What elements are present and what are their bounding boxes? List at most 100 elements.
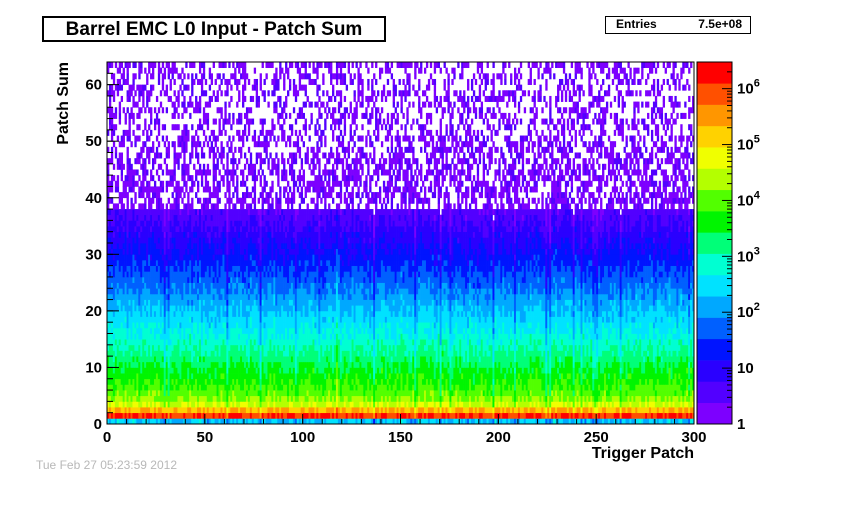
heatmap-cell (398, 418, 401, 425)
heatmap-cell (197, 350, 200, 357)
heatmap-cell (558, 395, 562, 402)
heatmap-cell (177, 412, 180, 419)
heatmap-cell (684, 407, 687, 414)
heatmap-cell (645, 361, 648, 368)
heatmap-cell (337, 361, 341, 368)
heatmap-cell (631, 361, 634, 368)
heatmap-cell (193, 350, 196, 357)
heatmap-cell (470, 390, 474, 397)
heatmap-cell (574, 367, 577, 374)
heatmap-cell (676, 407, 679, 414)
heatmap-cell (603, 401, 607, 408)
heatmap-cell (508, 384, 511, 391)
heatmap-cell (535, 361, 538, 368)
heatmap-cell (506, 361, 509, 368)
heatmap-cell (482, 390, 485, 397)
heatmap-cell (388, 361, 392, 368)
heatmap-cell (500, 350, 503, 357)
heatmap-cell (517, 418, 521, 425)
heatmap-cell (222, 356, 225, 363)
heatmap-cell (484, 418, 487, 425)
heatmap-cell (635, 401, 638, 408)
heatmap-cell (290, 350, 294, 357)
heatmap-cell (181, 373, 184, 380)
heatmap-cell (400, 412, 403, 419)
heatmap-cell (369, 384, 372, 391)
heatmap-cell (187, 356, 190, 363)
heatmap-cell (427, 384, 431, 391)
heatmap-cell (116, 361, 120, 368)
heatmap-cell (449, 350, 452, 357)
heatmap-cell (506, 384, 509, 391)
heatmap-cell (230, 356, 233, 363)
heatmap-cell (517, 356, 521, 363)
heatmap-cell (378, 412, 382, 419)
heatmap-cell (437, 407, 440, 414)
heatmap-cell (238, 356, 241, 363)
heatmap-cell (341, 350, 345, 357)
heatmap-cell (564, 367, 568, 374)
heatmap-cell (592, 373, 595, 380)
heatmap-cell (142, 350, 145, 357)
heatmap-cell (114, 378, 118, 385)
heatmap-cell (643, 390, 646, 397)
heatmap-cell (195, 418, 198, 425)
heatmap-cell (363, 350, 366, 357)
heatmap-cell (541, 407, 544, 414)
heatmap-cell (144, 412, 147, 419)
heatmap-cell (138, 395, 141, 402)
heatmap-cell (649, 418, 652, 425)
heatmap-cell (249, 407, 253, 414)
heatmap-cell (122, 356, 125, 363)
heatmap-cell (214, 407, 217, 414)
heatmap-cell (506, 356, 509, 363)
heatmap-cell (557, 367, 560, 374)
heatmap-cell (537, 373, 540, 380)
heatmap-cell (641, 356, 644, 363)
heatmap-cell (500, 367, 503, 374)
heatmap-cell (492, 350, 495, 357)
heatmap-cell (216, 350, 219, 357)
heatmap-cell (678, 412, 681, 419)
heatmap-cell (204, 356, 208, 363)
heatmap-cell (181, 418, 184, 425)
heatmap-cell (332, 373, 335, 380)
heatmap-cell (437, 356, 440, 363)
heatmap-cell (265, 373, 268, 380)
heatmap-cell (261, 395, 264, 402)
heatmap-cell (163, 418, 167, 425)
heatmap-cell (627, 401, 630, 408)
heatmap-cell (496, 418, 499, 425)
heatmap-cell (422, 356, 425, 363)
heatmap-cell (359, 412, 362, 419)
heatmap-cell (645, 373, 648, 380)
heatmap-cell (333, 378, 337, 385)
heatmap-cell (216, 361, 219, 368)
heatmap-cell (173, 384, 176, 391)
heatmap-cell (639, 367, 642, 374)
heatmap-cell (656, 384, 660, 391)
heatmap-cell (148, 412, 151, 419)
heatmap-cell (631, 373, 634, 380)
heatmap-cell (220, 401, 223, 408)
heatmap-cell (664, 418, 667, 425)
heatmap-cell (547, 390, 550, 397)
heatmap-cell (652, 367, 656, 374)
heatmap-cell (330, 361, 333, 368)
heatmap-cell (290, 401, 294, 408)
heatmap-cell (465, 395, 468, 402)
heatmap-cell (369, 361, 372, 368)
heatmap-cell (496, 361, 499, 368)
heatmap-cell (476, 395, 480, 402)
heatmap-cell (639, 378, 642, 385)
heatmap-cell (652, 407, 656, 414)
heatmap-cell (326, 356, 329, 363)
heatmap-cell (688, 390, 691, 397)
heatmap-cell (570, 367, 574, 374)
heatmap-cell (623, 361, 626, 368)
heatmap-cell (332, 390, 335, 397)
heatmap-cell (611, 350, 615, 357)
heatmap-cell (504, 407, 507, 414)
heatmap-cell (150, 356, 153, 363)
heatmap-cell (314, 350, 317, 357)
